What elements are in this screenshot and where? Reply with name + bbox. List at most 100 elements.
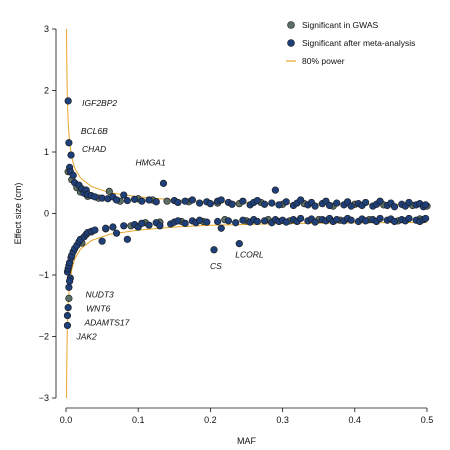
legend-label-2: 80% power (302, 56, 345, 66)
gene-label-lcorl: LCORL (235, 250, 264, 260)
power-curve-upper (66, 28, 428, 206)
meta-point (64, 97, 72, 105)
meta-point (390, 217, 399, 226)
meta-point (123, 196, 131, 205)
meta-point (297, 196, 305, 204)
meta-point (268, 199, 276, 207)
gene-label-hmga1: HMGA1 (135, 157, 166, 167)
meta-point (65, 139, 73, 147)
meta-point (91, 226, 99, 234)
meta-point (333, 199, 341, 207)
meta-point (203, 218, 211, 226)
meta-point (217, 224, 225, 232)
meta-point (275, 201, 283, 209)
meta-point (311, 202, 319, 210)
meta-point (188, 196, 196, 204)
meta-point (228, 200, 236, 208)
y-tick-label: −1 (39, 270, 49, 280)
gene-label-igf2bp2: IGF2BP2 (82, 98, 117, 108)
gwas-point (163, 197, 171, 205)
legend-marker-0 (287, 21, 295, 29)
meta-point (91, 193, 99, 201)
meta-point (210, 246, 218, 254)
x-tick-label: 0.3 (276, 415, 289, 425)
gwas-point (65, 294, 73, 302)
legend-marker-1 (287, 39, 295, 47)
meta-point (181, 219, 189, 227)
meta-point (362, 217, 370, 225)
x-tick-label: 0.2 (204, 415, 217, 425)
meta-point (138, 219, 146, 227)
meta-point (362, 198, 370, 207)
meta-point (232, 219, 240, 227)
meta-point (376, 197, 384, 205)
meta-point (159, 179, 168, 187)
meta-point (120, 191, 128, 199)
meta-point (405, 198, 413, 207)
meta-point (325, 201, 334, 210)
meta-point (123, 235, 131, 243)
y-tick-label: −2 (39, 332, 49, 342)
y-tick-label: −3 (39, 393, 49, 403)
meta-point (152, 198, 160, 206)
gene-label-nudt3: NUDT3 (85, 289, 114, 299)
meta-point (102, 224, 110, 232)
meta-point (65, 283, 73, 291)
meta-point (347, 216, 355, 224)
x-tick-label: 0.4 (349, 415, 362, 425)
axes: 0.0 0.1 0.2 0.3 0.4 0.5 −3 −2 −1 0 1 2 3 MAF Effect si… (13, 24, 433, 446)
y-tick-label: 3 (44, 24, 49, 34)
meta-point (130, 195, 139, 203)
y-tick-label: 1 (44, 147, 49, 157)
meta-point (109, 223, 117, 231)
x-axis-label: MAF (237, 436, 257, 446)
meta-point (112, 229, 121, 237)
meta-point (206, 200, 214, 208)
x-tick-label: 0.1 (132, 415, 145, 425)
meta-point (120, 222, 128, 230)
legend-label-1: Significant after meta-analysis (302, 38, 415, 48)
meta-point (376, 214, 384, 223)
meta-point (112, 196, 121, 204)
gene-label-cs: CS (210, 261, 222, 271)
meta-point (195, 199, 204, 207)
meta-point (297, 214, 305, 223)
meta-point (195, 216, 204, 224)
meta-point (69, 171, 77, 179)
meta-point (64, 304, 72, 312)
meta-point (63, 321, 72, 330)
legend: Significant in GWAS Significant after met… (286, 20, 415, 66)
meta-point (156, 222, 164, 230)
x-tick-label: 0.5 (421, 415, 434, 425)
y-tick-label: 0 (44, 209, 49, 219)
meta-point (282, 218, 290, 226)
y-tick-label: 2 (44, 86, 49, 96)
meta-point (63, 311, 72, 320)
meta-point (174, 217, 182, 225)
gene-label-adamts17: ADAMTS17 (83, 318, 129, 328)
meta-point (260, 217, 269, 225)
meta-point (253, 196, 261, 205)
meta-point (333, 216, 341, 224)
meta-point (235, 240, 243, 248)
meta-point (253, 217, 261, 226)
meta-point (239, 216, 247, 224)
meta-point (421, 201, 430, 209)
meta-point (405, 214, 413, 223)
meta-point (145, 196, 153, 204)
meta-point (174, 198, 182, 207)
y-axis-label: Effect size (cm) (13, 183, 23, 245)
x-tick-label: 0.0 (60, 415, 73, 425)
meta-point (138, 197, 146, 205)
meta-point (390, 203, 399, 211)
meta-point (311, 218, 319, 226)
meta-point (98, 237, 106, 245)
gene-label-wnt6: WNT6 (86, 304, 110, 314)
meta-point (217, 196, 225, 204)
gene-label-bcl6b: BCL6B (81, 126, 108, 136)
meta-point (239, 197, 247, 205)
gwas-point (105, 187, 113, 195)
legend-label-0: Significant in GWAS (302, 20, 379, 30)
meta-point (347, 202, 355, 210)
